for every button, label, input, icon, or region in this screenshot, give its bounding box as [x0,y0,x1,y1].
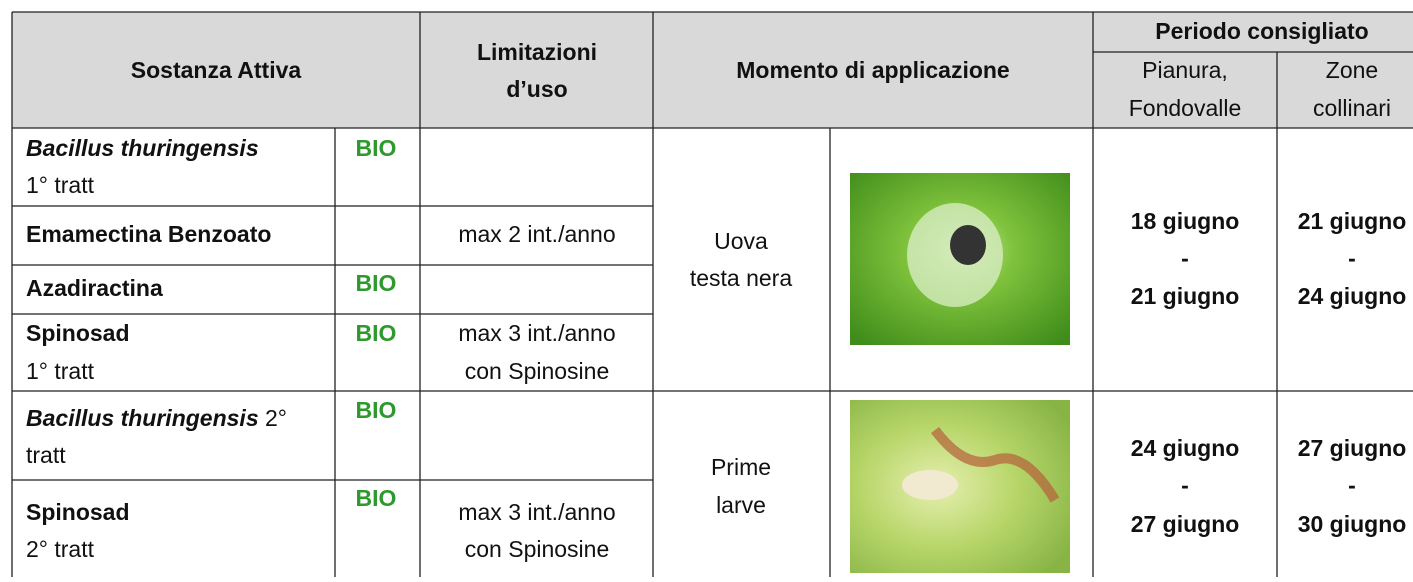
substance: Bacillus thuringensis [26,135,259,161]
bio-tag: BIO [356,135,397,161]
momento: larve [716,492,766,518]
momento: Uova [714,228,768,254]
date: - [1181,472,1189,498]
bio-tag: BIO [356,320,397,346]
header-cell: Fondovalle [1129,95,1242,121]
limit: con Spinosine [465,536,610,562]
photo [850,173,1070,573]
limit: max 2 int./anno [458,221,615,247]
substance-suffix: 2° [259,405,287,431]
grid [11,11,1413,577]
date: 27 giugno [1298,435,1407,461]
date: 21 giugno [1131,283,1240,309]
header-cell: Sostanza Attiva [131,57,302,83]
note: 1° tratt [26,358,95,384]
substance-name: Bacillus thuringensis [26,405,259,431]
note: 1° tratt [26,172,95,198]
substance: Spinosad [26,499,130,525]
groups: Uova testa nera 18 giugno - 21 giugno 21… [690,208,1406,537]
substance: Emamectina Benzoato [26,221,271,247]
bio-tag: BIO [356,270,397,296]
header-cell: Momento di applicazione [736,57,1009,83]
bio-tag: BIO [356,485,397,511]
header-cell: Limitazioni [477,39,597,65]
header-cell: Pianura, [1142,57,1228,83]
header-cell: d’uso [506,76,567,102]
date: 30 giugno [1298,511,1407,537]
bio-tag: BIO [356,397,397,423]
limit: max 3 int./anno [458,320,615,346]
substance: Spinosad [26,320,130,346]
date: - [1181,245,1189,271]
date: 24 giugno [1131,435,1240,461]
substance: Azadiractina [26,275,163,301]
header-bg [12,12,1413,128]
date: - [1348,245,1356,271]
limit: max 3 int./anno [458,499,615,525]
date: 21 giugno [1298,208,1407,234]
header-cell: Periodo consigliato [1155,18,1368,44]
substance: Bacillus thuringensis 2° [26,405,287,431]
limit: con Spinosine [465,358,610,384]
momento: Prime [711,454,771,480]
date: 27 giugno [1131,511,1240,537]
header-cell: collinari [1313,95,1391,121]
note: 2° tratt [26,536,95,562]
note: tratt [26,442,66,468]
date: - [1348,472,1356,498]
header: Sostanza Attiva Limitazioni d’uso Moment… [131,18,1391,121]
date: 18 giugno [1131,208,1240,234]
momento: testa nera [690,265,792,291]
date: 24 giugno [1298,283,1407,309]
rows: Bacillus thuringensis 1° tratt BIO Emame… [26,135,616,562]
header-cell: Zone [1326,57,1378,83]
